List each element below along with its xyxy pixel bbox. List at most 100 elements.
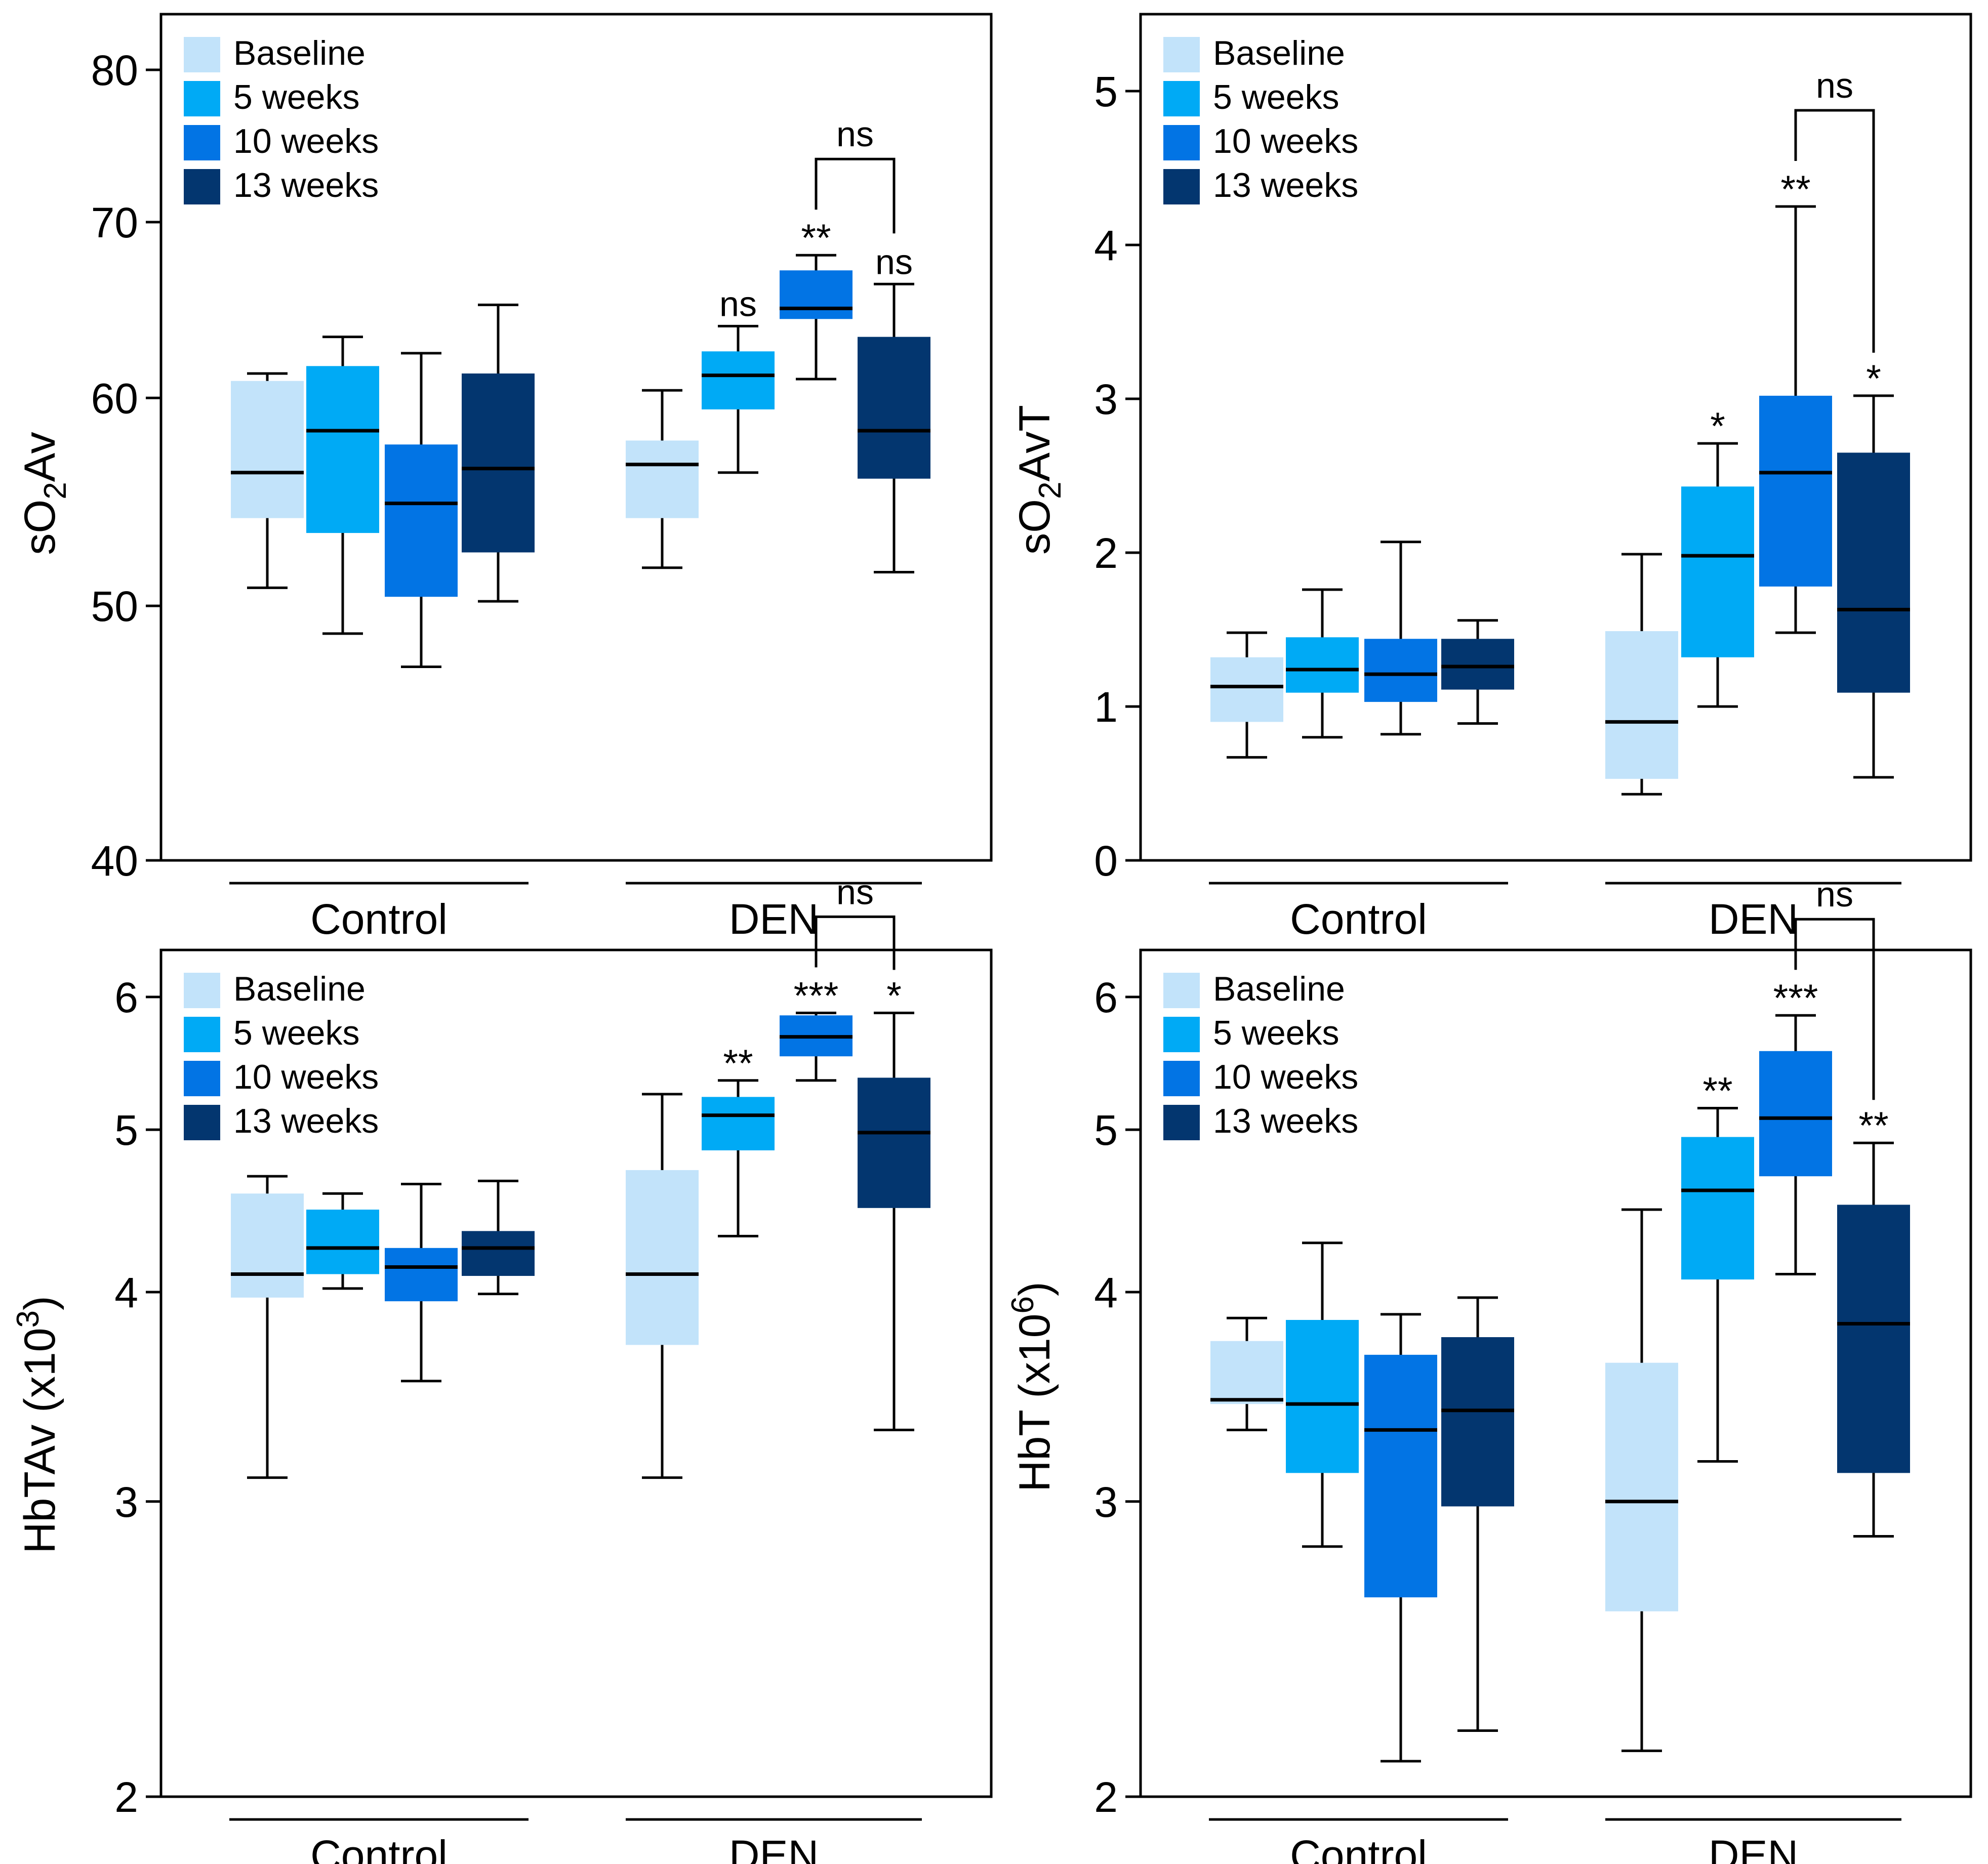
box-control-13-weeks (462, 303, 535, 603)
box-control-10-weeks (385, 1183, 458, 1383)
box-body (306, 366, 379, 533)
significance-label: ** (1780, 168, 1810, 211)
box-body (1681, 486, 1754, 657)
box-den-baseline (1605, 1208, 1678, 1752)
legend-label: 13 weeks (1213, 166, 1358, 204)
box-body (462, 1231, 535, 1276)
box-body (1286, 637, 1359, 693)
y-tick-label: 6 (114, 974, 138, 1021)
box-body (1605, 1362, 1678, 1611)
box-den-13-weeks: ** (1837, 1104, 1910, 1538)
panel-2: 0 1 2 3 4 5 sO2AvT Control DEN Baseline 5 weeks 10 … (1010, 13, 1972, 943)
y-axis-label: sO2Av (16, 432, 73, 555)
y-tick-label: 2 (114, 1773, 138, 1821)
significance-label: * (886, 974, 902, 1017)
significance-label: ** (801, 217, 831, 260)
y-axis-label: HbTAv (x103) (11, 1296, 64, 1553)
y-tick-label: 40 (91, 837, 138, 885)
y-tick-label: 4 (1094, 222, 1118, 269)
legend-swatch (184, 81, 220, 116)
legend-label: 5 weeks (1213, 1014, 1339, 1052)
box-body (385, 1248, 458, 1302)
box-body (626, 440, 699, 518)
significance-label: *** (794, 974, 839, 1017)
legend-swatch (1163, 1061, 1200, 1096)
significance-label: ** (723, 1042, 753, 1085)
legend-label: Baseline (1213, 34, 1345, 72)
box-control-5-weeks (306, 336, 379, 635)
y-tick-label: 50 (91, 583, 138, 630)
plot-frame (159, 13, 993, 862)
legend-label: 13 weeks (1213, 1102, 1358, 1140)
legend-label: Baseline (1213, 970, 1345, 1008)
box-body (1364, 1354, 1437, 1598)
y-tick-label: 3 (1094, 376, 1118, 423)
y-axis-label: HbT (x106) (1005, 1281, 1059, 1492)
box-den-10-weeks: ** (1759, 168, 1832, 634)
box-control-5-weeks (306, 1192, 379, 1290)
y-tick-label: 0 (1094, 837, 1118, 885)
legend-swatch (1163, 1017, 1200, 1052)
y-tick-label: 1 (1094, 683, 1118, 731)
box-body (626, 1170, 699, 1345)
group-label: Control (310, 895, 448, 943)
y-tick-label: 6 (1094, 974, 1118, 1021)
y-axis-label: sO2AvT (1010, 405, 1068, 555)
legend-swatch (1163, 37, 1200, 72)
legend-swatch (184, 1105, 220, 1140)
box-den-baseline (1605, 553, 1678, 796)
y-tick-label: 3 (1094, 1478, 1118, 1526)
box-control-10-weeks (1364, 1313, 1437, 1763)
panel-3: 2 3 4 5 6 HbTAv (x103) Control DEN Baseline 5 wee… (11, 872, 993, 1864)
group-label: DEN (729, 895, 819, 943)
box-body (858, 1078, 930, 1208)
y-tick-label: 3 (114, 1478, 138, 1526)
legend-swatch (1163, 81, 1200, 116)
legend-swatch (184, 1061, 220, 1096)
significance-label: * (1866, 357, 1881, 400)
box-body (462, 373, 535, 553)
legend-swatch (1163, 1105, 1200, 1140)
group-label: DEN (1709, 895, 1798, 943)
box-body (231, 1193, 304, 1298)
legend-swatch (184, 169, 220, 204)
box-body (1286, 1319, 1359, 1473)
legend-swatch (184, 125, 220, 160)
box-body (780, 270, 853, 319)
y-tick-label: 5 (1094, 1106, 1118, 1154)
bracket-label: ns (1816, 875, 1853, 914)
box-den-10-weeks: *** (780, 974, 853, 1082)
significance-label: ** (1858, 1104, 1888, 1147)
legend-label: 10 weeks (233, 1058, 379, 1096)
group-label: DEN (729, 1832, 819, 1864)
box-den-13-weeks: ns (858, 242, 930, 574)
box-body (1837, 452, 1910, 693)
box-body (1759, 395, 1832, 587)
bracket-label: ns (1816, 66, 1853, 105)
comparison-bracket (815, 915, 896, 970)
legend-swatch (1163, 169, 1200, 204)
legend-swatch (184, 37, 220, 72)
box-body (1210, 657, 1283, 722)
legend-label: 5 weeks (1213, 78, 1339, 116)
plot-frame (1139, 948, 1972, 1798)
plot-frame (1139, 13, 1972, 862)
box-control-13-weeks (1441, 619, 1514, 725)
box-den-5-weeks: ** (702, 1042, 775, 1237)
box-body (702, 351, 775, 409)
group-label: Control (1290, 1832, 1427, 1864)
legend-label: 13 weeks (233, 166, 379, 204)
box-body (858, 337, 930, 479)
y-tick-label: 4 (114, 1269, 138, 1316)
significance-label: ns (719, 284, 757, 323)
box-body (1681, 1137, 1754, 1280)
comparison-bracket (1794, 918, 1875, 1100)
box-body (1441, 1337, 1514, 1507)
legend-label: 10 weeks (233, 122, 379, 160)
box-body (1605, 631, 1678, 779)
box-body (1759, 1051, 1832, 1177)
box-control-5-weeks (1286, 1241, 1359, 1548)
box-den-5-weeks: ** (1681, 1070, 1754, 1463)
box-body (231, 381, 304, 518)
